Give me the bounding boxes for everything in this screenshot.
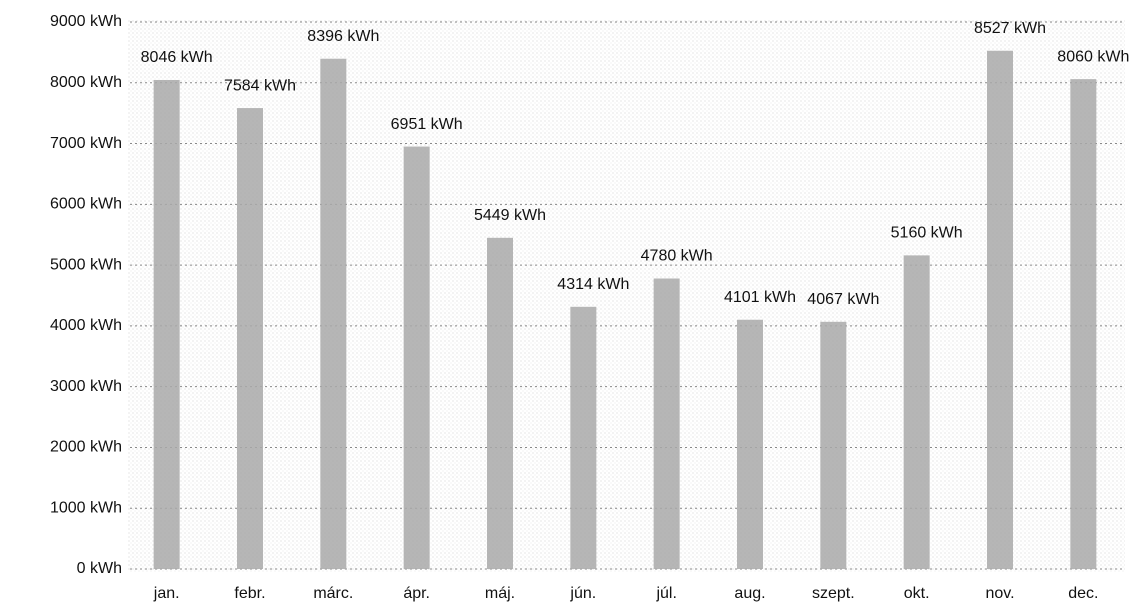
y-tick-label: 7000 kWh xyxy=(50,135,122,152)
data-label: 8046 kWh xyxy=(141,49,213,66)
bar xyxy=(820,321,847,569)
data-label: 4067 kWh xyxy=(807,291,879,308)
y-tick-label: 1000 kWh xyxy=(50,499,122,516)
x-tick-label: máj. xyxy=(485,585,515,602)
data-label: 6951 kWh xyxy=(391,116,463,133)
y-tick-label: 0 kWh xyxy=(77,560,122,577)
data-label: 4101 kWh xyxy=(724,289,796,306)
data-label: 8396 kWh xyxy=(307,28,379,45)
data-label: 4780 kWh xyxy=(641,248,713,265)
x-tick-label: febr. xyxy=(234,585,265,602)
y-tick-label: 4000 kWh xyxy=(50,317,122,334)
data-label: 5160 kWh xyxy=(891,225,963,242)
bar xyxy=(903,255,930,570)
bar xyxy=(403,146,430,569)
bar xyxy=(653,278,680,569)
x-tick-label: ápr. xyxy=(403,585,430,602)
data-label: 5449 kWh xyxy=(474,207,546,224)
data-label: 8527 kWh xyxy=(974,20,1046,37)
x-tick-label: aug. xyxy=(734,585,765,602)
bar xyxy=(570,306,597,569)
x-tick-label: márc. xyxy=(313,585,353,602)
x-tick-label: jún. xyxy=(569,585,596,602)
x-tick-label: jan. xyxy=(153,585,180,602)
y-tick-label: 6000 kWh xyxy=(50,196,122,213)
x-tick-label: júl. xyxy=(655,585,676,602)
bar xyxy=(487,237,513,569)
x-tick-label: okt. xyxy=(904,585,930,602)
y-tick-label: 3000 kWh xyxy=(50,378,122,395)
bar xyxy=(320,58,347,569)
y-tick-label: 5000 kWh xyxy=(50,256,122,273)
data-label: 7584 kWh xyxy=(224,77,296,94)
bar xyxy=(1070,79,1097,570)
x-tick-label: szept. xyxy=(812,585,855,602)
x-tick-label: dec. xyxy=(1068,585,1098,602)
bar xyxy=(237,108,263,569)
x-tick-label: nov. xyxy=(985,585,1014,602)
bar xyxy=(737,319,763,569)
y-tick-label: 8000 kWh xyxy=(50,74,122,91)
bar xyxy=(153,79,180,570)
data-label: 8060 kWh xyxy=(1057,48,1129,65)
plot-background xyxy=(128,20,1125,572)
data-label: 4314 kWh xyxy=(557,276,629,293)
y-tick-label: 2000 kWh xyxy=(50,439,122,456)
bar xyxy=(987,50,1013,570)
y-tick-label: 9000 kWh xyxy=(50,13,122,30)
